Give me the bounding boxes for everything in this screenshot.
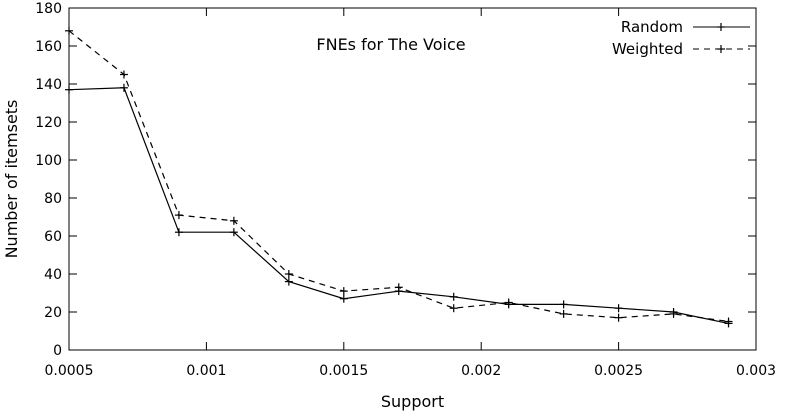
y-tick-label: 160 bbox=[35, 39, 62, 55]
legend-marker-weighted bbox=[717, 45, 725, 53]
y-tick-label: 0 bbox=[53, 343, 62, 359]
data-point-random bbox=[339, 294, 348, 303]
data-point-random bbox=[614, 304, 623, 313]
data-point-random bbox=[284, 277, 293, 286]
y-tick-label: 20 bbox=[44, 305, 62, 321]
data-point-weighted bbox=[174, 211, 183, 220]
x-tick-label: 0.0005 bbox=[45, 363, 94, 379]
data-point-weighted bbox=[284, 270, 293, 278]
x-tick-label: 0.003 bbox=[736, 363, 776, 379]
data-point-weighted bbox=[669, 309, 678, 318]
legend: Random Weighted bbox=[612, 18, 750, 58]
data-point-weighted bbox=[504, 298, 513, 307]
data-point-weighted bbox=[119, 70, 128, 79]
chart-title: FNEs for The Voice bbox=[316, 35, 465, 54]
legend-label-weighted: Weighted bbox=[612, 40, 683, 58]
y-tick-label: 120 bbox=[35, 115, 62, 131]
legend-marker-random bbox=[717, 23, 725, 31]
y-tick-label: 180 bbox=[35, 1, 62, 17]
data-point-random bbox=[119, 83, 128, 92]
data-point-weighted bbox=[339, 287, 348, 296]
y-axis-label: Number of itemsets bbox=[2, 100, 21, 259]
y-tick-label: 80 bbox=[44, 191, 62, 207]
legend-label-random: Random bbox=[621, 18, 683, 36]
y-axis-ticks: 0 20 40 60 80 100 120 140 160 180 bbox=[35, 1, 756, 359]
data-point-weighted bbox=[559, 309, 568, 318]
data-point-weighted bbox=[614, 313, 623, 322]
x-tick-label: 0.0015 bbox=[319, 363, 368, 379]
y-tick-label: 40 bbox=[44, 267, 62, 283]
x-tick-label: 0.001 bbox=[186, 363, 226, 379]
x-tick-label: 0.002 bbox=[461, 363, 501, 379]
series-line-weighted bbox=[68, 30, 729, 323]
x-axis-label: Support bbox=[381, 392, 444, 411]
y-tick-label: 140 bbox=[35, 77, 62, 93]
y-tick-label: 60 bbox=[44, 229, 62, 245]
series-layer bbox=[65, 26, 733, 328]
x-axis-ticks: 0.0005 0.001 0.0015 0.002 0.0025 0.003 bbox=[45, 8, 776, 379]
data-point-weighted bbox=[449, 304, 458, 313]
data-point-random bbox=[559, 300, 568, 309]
data-point-random bbox=[449, 292, 458, 301]
y-tick-label: 100 bbox=[35, 153, 62, 169]
x-tick-label: 0.0025 bbox=[594, 363, 643, 379]
data-point-weighted bbox=[394, 283, 403, 292]
data-point-weighted bbox=[229, 216, 238, 225]
data-point-random bbox=[174, 228, 183, 237]
plot-frame bbox=[68, 7, 757, 351]
data-point-weighted bbox=[724, 317, 733, 326]
data-point-random bbox=[229, 228, 238, 237]
